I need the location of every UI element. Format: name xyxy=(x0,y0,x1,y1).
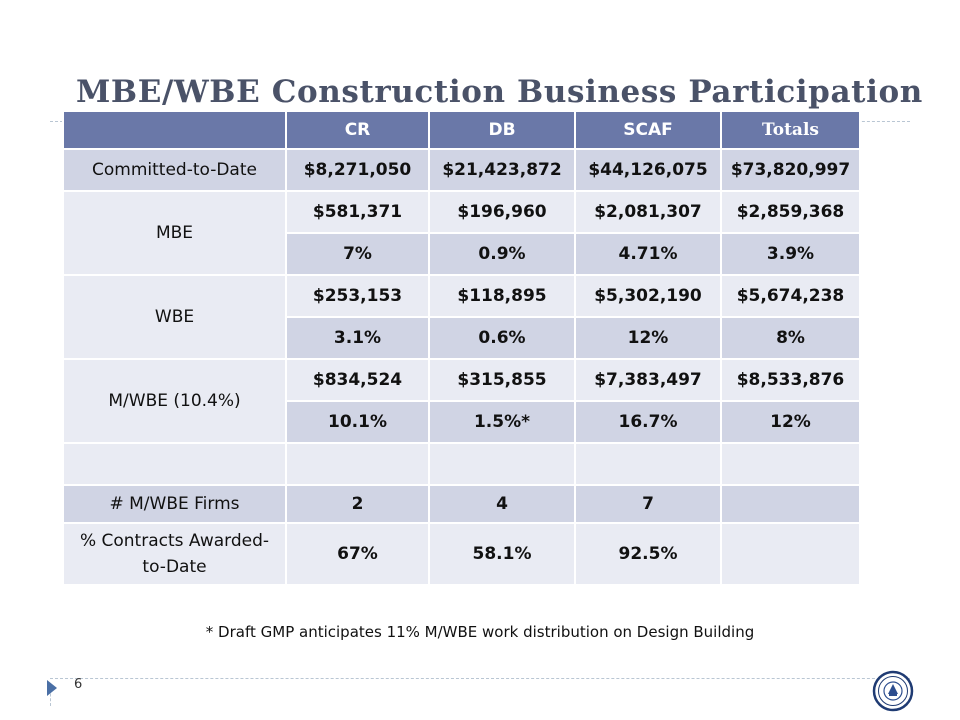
cell xyxy=(720,522,861,586)
cell: $5,302,190 xyxy=(574,274,722,318)
cell: $8,271,050 xyxy=(285,148,430,192)
table-row: Committed-to-Date $8,271,050 $21,423,872… xyxy=(62,148,861,192)
footnote: * Draft GMP anticipates 11% M/WBE work d… xyxy=(205,623,755,641)
cell: $7,383,497 xyxy=(574,358,722,402)
table-row: 3.1% 0.6% 12% 8% xyxy=(63,316,861,360)
row-label: # M/WBE Firms xyxy=(62,484,287,524)
table-row xyxy=(62,442,861,486)
cell xyxy=(720,484,861,524)
cell: 92.5% xyxy=(574,522,722,586)
arrow-marker-icon xyxy=(47,680,57,696)
cell: 3.1% xyxy=(285,316,430,360)
cell: $5,674,238 xyxy=(720,274,861,318)
cell: 4 xyxy=(428,484,576,524)
page-number: 6 xyxy=(74,677,83,692)
cell: $21,423,872 xyxy=(428,148,576,192)
cell: 0.9% xyxy=(428,232,576,276)
cell xyxy=(428,442,576,486)
header-totals: Totals xyxy=(720,110,861,150)
header-blank xyxy=(62,110,287,150)
cell: $118,895 xyxy=(428,274,576,318)
cell: 4.71% xyxy=(574,232,722,276)
table-row: % Contracts Awarded-to-Date 67% 58.1% 92… xyxy=(62,522,861,586)
cell: 3.9% xyxy=(720,232,861,276)
row-label: % Contracts Awarded-to-Date xyxy=(62,522,287,586)
table-row: M/WBE (10.4%) $834,524 $315,855 $7,383,4… xyxy=(62,358,861,444)
header-cr: CR xyxy=(285,110,430,150)
cell: $196,960 xyxy=(428,190,576,234)
cell: 7% xyxy=(285,232,430,276)
cell xyxy=(720,442,861,486)
page-title: MBE/WBE Construction Business Participat… xyxy=(76,74,923,110)
cell: $2,859,368 xyxy=(720,190,861,234)
cell: 12% xyxy=(720,400,861,444)
cell: 8% xyxy=(720,316,861,360)
table-header-row: CR DB SCAF Totals xyxy=(62,110,861,150)
row-label: MBE xyxy=(62,190,287,276)
cell: $44,126,075 xyxy=(574,148,722,192)
cell: 1.5%* xyxy=(428,400,576,444)
cell: 7 xyxy=(574,484,722,524)
cell: $834,524 xyxy=(285,358,430,402)
cell: $8,533,876 xyxy=(720,358,861,402)
table-row: 10.1% 1.5%* 16.7% 12% xyxy=(63,400,861,444)
footer-divider xyxy=(50,678,910,679)
cell: 58.1% xyxy=(428,522,576,586)
cell: 0.6% xyxy=(428,316,576,360)
row-label xyxy=(62,442,287,486)
header-db: DB xyxy=(428,110,576,150)
participation-table: CR DB SCAF Totals Committed-to-Date $8,2… xyxy=(62,110,861,586)
cell: $2,081,307 xyxy=(574,190,722,234)
cell: 16.7% xyxy=(574,400,722,444)
cell: 12% xyxy=(574,316,722,360)
cell xyxy=(574,442,722,486)
university-seal-icon xyxy=(872,670,914,712)
cell: $253,153 xyxy=(285,274,430,318)
row-label: M/WBE (10.4%) xyxy=(62,358,287,444)
cell: 67% xyxy=(285,522,430,586)
table-row: MBE $581,371 $196,960 $2,081,307 $2,859,… xyxy=(62,190,861,276)
row-label: Committed-to-Date xyxy=(62,148,287,192)
cell: 10.1% xyxy=(285,400,430,444)
cell: $73,820,997 xyxy=(720,148,861,192)
row-label: WBE xyxy=(62,274,287,360)
table-row: WBE $253,153 $118,895 $5,302,190 $5,674,… xyxy=(62,274,861,360)
cell: $315,855 xyxy=(428,358,576,402)
cell: 2 xyxy=(285,484,430,524)
cell: $581,371 xyxy=(285,190,430,234)
cell xyxy=(285,442,430,486)
table-row: 7% 0.9% 4.71% 3.9% xyxy=(63,232,861,276)
table-row: # M/WBE Firms 2 4 7 xyxy=(62,484,861,524)
header-scaf: SCAF xyxy=(574,110,722,150)
